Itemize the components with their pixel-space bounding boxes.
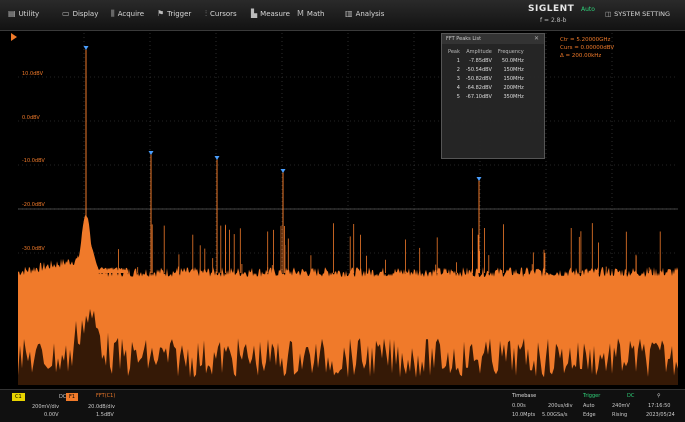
trigger-level: 240mV [612, 403, 630, 409]
menu-analysis[interactable]: ▥ Analysis [345, 9, 385, 18]
menu-math[interactable]: M Math [297, 9, 325, 18]
peak-marker-icon [148, 151, 154, 155]
peak-marker-icon [280, 169, 286, 173]
math-offset: 1.5dBV [96, 412, 114, 418]
trigger-slope: Rising [612, 412, 628, 418]
menu-trigger[interactable]: ⚑ Trigger [157, 9, 192, 18]
sample-rate: 5.00GSa/s [542, 412, 568, 418]
trigger-source: DC [627, 393, 635, 399]
peak-marker-icon [476, 177, 482, 181]
menu-measure[interactable]: ▙ Measure [251, 9, 290, 18]
y-label-4: -20.0dBV [22, 202, 45, 208]
cursors-icon: ⫶ [205, 9, 207, 18]
timebase-scale: 200us/div [548, 403, 573, 409]
trigger-rate: f = 2.8-b [540, 17, 567, 24]
peak-marker-icon [83, 46, 89, 50]
clock-time: 17:16:50 [648, 403, 671, 409]
table-row: 2 -50.54dBV 150MHz [456, 66, 524, 73]
y-label-2: 0.0dBV [22, 115, 40, 121]
c1-scale: 200mV/div [32, 404, 60, 410]
col-header: Peak [448, 48, 460, 55]
trigger-title[interactable]: Trigger [583, 393, 601, 399]
memory-depth: 10.0Mpts [512, 412, 536, 418]
math-label: FFT(C1) [96, 393, 116, 399]
usb-icon: ⚲ [657, 393, 661, 399]
brand-logo: SIGLENT [528, 4, 575, 14]
c1-badge[interactable]: C1 [12, 393, 25, 401]
utility-icon: ▤ [8, 9, 16, 18]
col-header: Amplitude [466, 48, 492, 55]
spectrum-trace [18, 235, 678, 385]
acquire-icon: ⫼ [111, 9, 115, 18]
clock-date: 2023/05/24 [646, 412, 675, 418]
analysis-icon: ▥ [345, 9, 353, 18]
col-header: Frequency [497, 48, 524, 55]
trigger-marker-icon[interactable] [11, 33, 17, 41]
table-row: 4 -64.82dBV 200MHz [456, 84, 524, 91]
menu-display[interactable]: ▭ Display [62, 9, 99, 18]
fft-peaks-title: FFT Peaks List [442, 34, 544, 44]
menu-cursors[interactable]: ⫶ Cursors [205, 9, 237, 18]
close-icon[interactable]: ✕ [533, 35, 539, 42]
y-label-5: -30.0dBV [22, 246, 45, 252]
status-bar: C1 DC F1 FFT(C1) 200mV/div 0.00V 20.0dB/… [0, 389, 685, 422]
trigger-type: Edge [583, 412, 596, 418]
noise-shadow [18, 308, 678, 385]
peak-marker-icon [214, 156, 220, 160]
settings-icon: ◫ [605, 10, 612, 18]
measure-icon: ▙ [251, 9, 258, 18]
c1-offset: 0.00V [44, 412, 59, 418]
menu-acquire[interactable]: ⫼ Acquire [111, 9, 145, 18]
timebase-title[interactable]: Timebase [512, 393, 537, 399]
peaks-table: Peak Amplitude Frequency 1 -7.85dBV 50.0MH… [445, 47, 527, 101]
trigger-icon: ⚑ [157, 9, 165, 18]
table-row: 3 -50.82dBV 150MHz [456, 75, 524, 82]
math-badge[interactable]: F1 [66, 393, 79, 401]
cursor-readout: Ctr = 5.20000GHz Curs = 0.00000dBV Δ = 2… [560, 37, 615, 59]
c1-coupling: DC [59, 394, 67, 400]
y-label-1: 10.0dBV [22, 71, 44, 77]
display-icon: ▭ [62, 9, 70, 18]
table-row: 1 -7.85dBV 50.0MHz [456, 57, 524, 64]
menu-bar: ▤ Utility ▭ Display ⫼ Acquire ⚑ Trigger ⫶ Cur… [0, 0, 685, 31]
math-icon: M [297, 9, 304, 18]
system-setting-button[interactable]: ◫ SYSTEM SETTING [605, 10, 671, 18]
run-state[interactable]: Auto [581, 6, 595, 13]
fundamental-hump [58, 215, 128, 273]
math-scale: 20.0dB/div [88, 404, 115, 410]
spectrum-display[interactable] [18, 33, 678, 385]
menu-utility[interactable]: ▤ Utility [8, 9, 40, 18]
y-label-3: -10.0dBV [22, 158, 45, 164]
timebase-pos: 0.00s [512, 403, 526, 409]
fft-peaks-panel[interactable]: FFT Peaks List ✕ Peak Amplitude Frequenc… [441, 33, 545, 159]
table-row: 5 -67.10dBV 350MHz [456, 93, 524, 100]
trigger-mode: Auto [583, 403, 595, 409]
